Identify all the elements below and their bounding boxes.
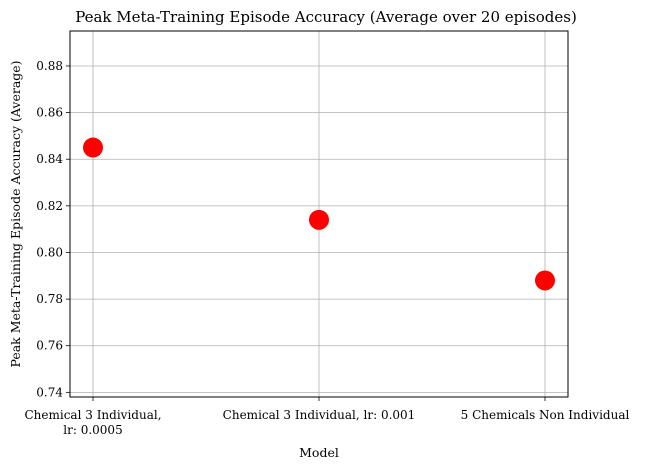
x-tick-label: Chemical 3 Individual, lr: 0.0005 — [24, 408, 161, 437]
data-points — [83, 137, 555, 291]
x-tick-label: 5 Chemicals Non Individual — [461, 408, 630, 422]
x-tick-label-line: Chemical 3 Individual, lr: 0.001 — [223, 408, 416, 422]
data-point — [535, 270, 555, 291]
y-tick-label: 0.80 — [36, 245, 63, 259]
y-axis-label: Peak Meta-Training Episode Accuracy (Ave… — [8, 60, 23, 367]
x-axis-label: Model — [299, 445, 339, 460]
x-tick-label: Chemical 3 Individual, lr: 0.001 — [223, 408, 416, 422]
y-tick-label: 0.84 — [36, 152, 63, 166]
y-tick-label: 0.86 — [36, 106, 63, 120]
y-tick-label: 0.88 — [36, 59, 63, 73]
y-tick-label: 0.76 — [36, 339, 63, 353]
x-tick-label-line: 5 Chemicals Non Individual — [461, 408, 630, 422]
ticks: 0.74 0.76 0.78 0.80 0.82 0.84 0.86 0.88 Chemical… — [24, 59, 629, 437]
y-tick-label: 0.82 — [36, 199, 63, 213]
x-tick-label-line: Chemical 3 Individual, — [24, 408, 161, 422]
data-point — [309, 209, 329, 230]
y-tick-label: 0.74 — [36, 385, 63, 399]
y-tick-label: 0.78 — [36, 292, 63, 306]
grid — [70, 31, 568, 397]
x-tick-label-line: lr: 0.0005 — [63, 423, 122, 437]
chart-title: Peak Meta-Training Episode Accuracy (Ave… — [75, 8, 577, 26]
data-point — [83, 137, 103, 158]
